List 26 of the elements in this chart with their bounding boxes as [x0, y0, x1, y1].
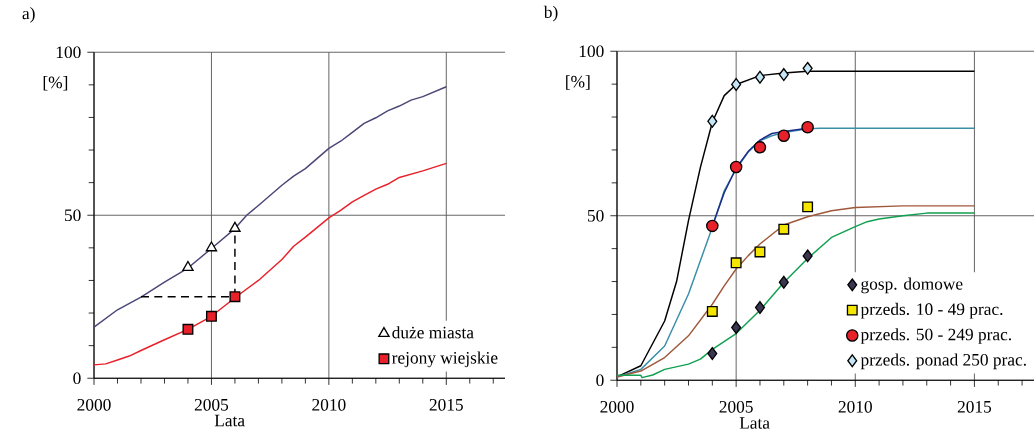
- legend-label: przeds. 10 - 49 prac.: [860, 302, 1003, 319]
- legend-label: przeds. 50 - 249 prac.: [860, 328, 1011, 344]
- legend-label: gosp. domowe: [861, 277, 963, 294]
- x-axis-title: Lata: [739, 417, 770, 429]
- chart-title: a): [22, 6, 35, 23]
- y-tick-label: 50: [64, 209, 81, 221]
- chart-title: b): [543, 5, 558, 22]
- x-tick-label: 2005: [194, 398, 229, 411]
- x-tick-label: 2015: [429, 398, 463, 411]
- x-tick-label: 2010: [312, 398, 346, 411]
- x-tick-label: 2000: [600, 400, 634, 413]
- x-axis-title: Lata: [214, 414, 245, 427]
- y-tick-label: 0: [73, 372, 81, 384]
- y-axis-title: [%]: [566, 75, 590, 90]
- legend-label: rejony wiejskie: [392, 351, 498, 368]
- x-tick-label: 2005: [719, 400, 753, 413]
- x-tick-label: 2010: [838, 400, 872, 413]
- x-tick-label: 2000: [77, 398, 111, 411]
- x-tick-label: 2015: [957, 400, 992, 413]
- y-tick-label: 50: [587, 209, 604, 222]
- y-tick-label: 0: [596, 374, 604, 386]
- y-axis-title: [%]: [43, 75, 68, 91]
- legend-label: duże miasta: [392, 326, 474, 339]
- legend-label: przeds. ponad 250 prac.: [860, 353, 1026, 370]
- y-tick-label: 100: [56, 46, 81, 58]
- y-tick-label: 100: [579, 45, 604, 57]
